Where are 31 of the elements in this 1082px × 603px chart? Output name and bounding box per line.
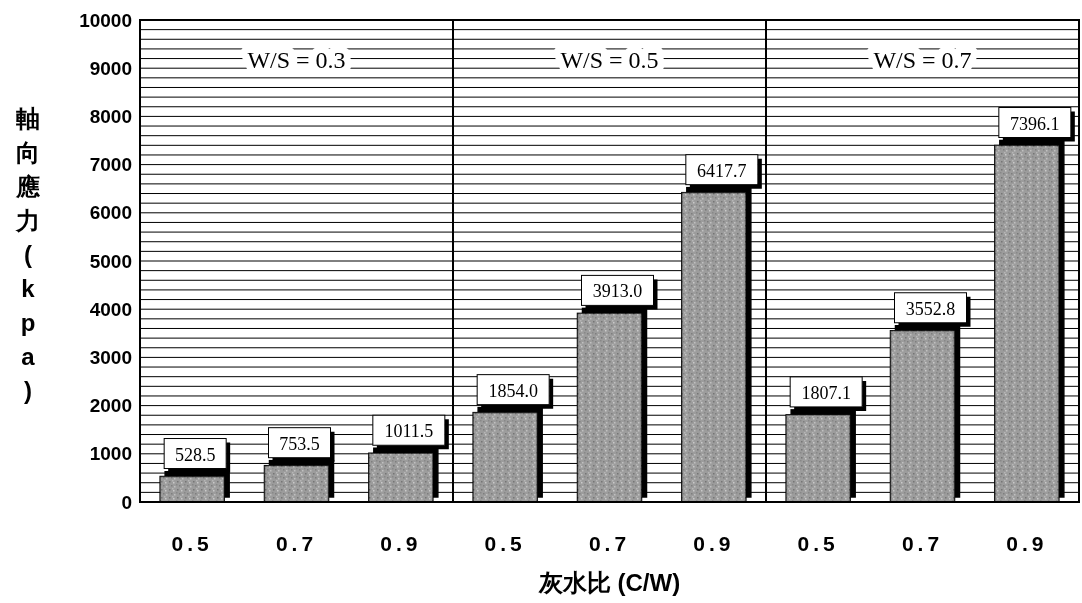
x-tick-label: 0.9	[693, 531, 735, 555]
y-tick-label: 10000	[79, 9, 132, 31]
y-tick-label: 1000	[89, 443, 132, 465]
y-tick-label: 8000	[89, 105, 132, 127]
data-label: 6417.7	[697, 160, 747, 181]
y-tick-label: 9000	[89, 57, 132, 79]
data-label: 3552.8	[905, 298, 956, 319]
y-tick-label: 5000	[89, 250, 132, 272]
data-label: 528.5	[174, 444, 216, 465]
y-tick-label: 7000	[89, 154, 132, 176]
data-label: 1011.5	[384, 421, 434, 442]
x-tick-label: 0.5	[171, 531, 213, 555]
x-tick-label: 0.5	[797, 531, 839, 555]
x-tick-label: 0.9	[1006, 531, 1048, 555]
y-tick-label: 4000	[89, 298, 132, 320]
data-label: 753.5	[279, 433, 320, 454]
x-tick-label: 0.5	[484, 531, 526, 555]
y-tick-label: 2000	[89, 395, 132, 417]
data-label: 3913.0	[592, 281, 643, 302]
x-tick-label: 0.7	[901, 531, 944, 555]
y-tick-label: 0	[121, 491, 132, 513]
y-tick-label: 6000	[89, 202, 132, 224]
x-tick-label: 0.9	[380, 531, 422, 555]
text: 軸向應力(kpa)	[16, 104, 40, 404]
x-tick-label: 0.7	[275, 531, 318, 555]
data-label: 1807.1	[801, 382, 851, 403]
data-label: 1854.0	[488, 380, 538, 401]
x-tick-label: 0.7	[588, 531, 631, 555]
x-axis-title: 灰水比 (C/W)	[537, 568, 681, 596]
y-tick-label: 3000	[89, 346, 132, 368]
data-label: 7396.1	[1010, 113, 1060, 134]
